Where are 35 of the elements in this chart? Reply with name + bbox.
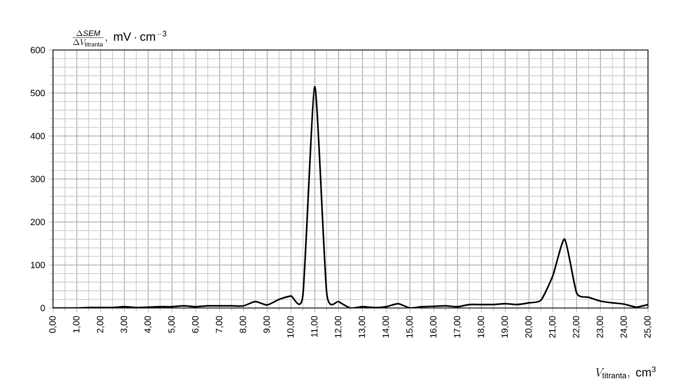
x-tick-label: 11,00 [311, 316, 319, 337]
x-tick-label: 7,00 [216, 316, 224, 333]
x-tick-label: 19,00 [502, 316, 509, 338]
x-tick-label: 16,00 [430, 316, 438, 338]
y-axis-title: $\frac{\Delta \mathit{SEM}}{\Delta V_{\mathrm{titranta}}},\ \mathrm{mV\cdot cm^{-3}}$ [72, 30, 166, 46]
x-tick-label: 21,00 [549, 316, 557, 338]
y-tick-label: 100 [30, 262, 45, 268]
x-tick-label: 2,00 [96, 316, 104, 333]
x-tick-label: 20,00 [525, 316, 533, 338]
x-tick-label: 15,00 [406, 316, 414, 338]
y-tick-label: 0 [40, 304, 45, 312]
x-tick-label: 3,00 [120, 316, 128, 333]
x-tick-label: 14,00 [382, 316, 390, 338]
x-tick-label: 10,00 [287, 316, 295, 338]
y-tick-label: 600 [30, 46, 45, 54]
x-tick-label: 12,00 [334, 316, 342, 338]
x-axis-title: $V_{\mathrm{titranta}},\ \mathrm{cm^{3}}$ [596, 366, 656, 379]
x-tick-label: 0,00 [49, 316, 57, 333]
x-tick-label: 5,00 [168, 316, 176, 333]
x-tick-label: 6,00 [192, 316, 200, 333]
x-tick-label: 22,00 [572, 316, 580, 338]
y-tick-label: 500 [30, 90, 45, 96]
x-tick-label: 18,00 [478, 316, 486, 338]
x-tick-label: 17,00 [454, 316, 462, 338]
y-tick-label: 300 [30, 176, 45, 182]
x-tick-label: 9,00 [264, 316, 271, 333]
x-tick-label: 25,00 [644, 316, 652, 338]
x-tick-label: 4,00 [144, 316, 152, 334]
y-tick-label: 400 [30, 132, 45, 140]
x-tick-label: 24,00 [620, 316, 628, 338]
x-tick-label: 23,00 [596, 316, 604, 338]
x-tick-label: 1,00 [73, 316, 81, 333]
y-tick-label: 200 [30, 218, 45, 226]
x-tick-label: 8,00 [240, 316, 248, 333]
x-tick-label: 13,00 [358, 316, 366, 338]
